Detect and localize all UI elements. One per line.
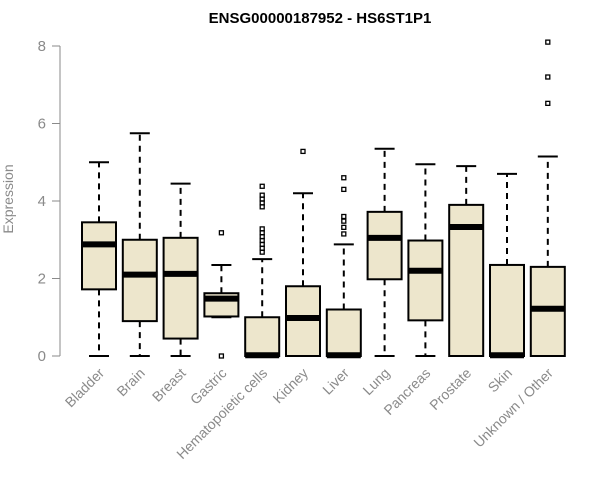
box-group: [285, 148, 321, 357]
box-group: [366, 147, 403, 357]
box-group: [325, 175, 362, 359]
outlier-point: [341, 231, 347, 237]
chart-title: ENSG00000187952 - HS6ST1P1: [209, 10, 432, 27]
box: [121, 238, 158, 323]
outlier-point: [218, 230, 225, 236]
x-tick-label: Kidney: [270, 365, 312, 407]
box: [366, 210, 403, 281]
boxes-group: [81, 39, 566, 359]
box-group: [203, 230, 240, 359]
outlier-point: [341, 224, 347, 231]
y-tick-label: 2: [38, 271, 46, 288]
y-axis: 0 2 4 6 8: [38, 38, 61, 365]
outlier-point: [545, 39, 551, 45]
box: [407, 239, 444, 322]
y-tick-label: 8: [38, 38, 46, 55]
outlier-point: [341, 213, 347, 220]
box: [489, 263, 525, 357]
y-axis-label: Expression: [0, 164, 16, 233]
box-group: [489, 172, 525, 359]
y-tick-label: 0: [38, 348, 46, 365]
x-tick-label: Lung: [359, 365, 392, 398]
x-tick-label: Liver: [319, 365, 352, 398]
box-group: [407, 163, 444, 357]
outlier-point: [341, 218, 347, 224]
outlier-point: [545, 74, 551, 80]
box-group: [81, 161, 117, 357]
outlier-point: [341, 175, 347, 181]
y-tick-label: 4: [38, 193, 46, 210]
x-tick-label: Skin: [485, 365, 516, 396]
outlier-point: [259, 183, 265, 189]
box: [162, 236, 199, 340]
outlier-point: [341, 186, 347, 193]
outlier-point: [545, 100, 551, 106]
box: [81, 221, 117, 291]
outlier-point: [218, 353, 225, 359]
box-group: [448, 165, 485, 357]
x-tick-label: Prostate: [426, 365, 474, 413]
box: [285, 285, 321, 357]
box-group: [529, 39, 566, 357]
box: [244, 316, 281, 357]
x-tick-label: Brain: [113, 365, 147, 399]
outlier-point: [300, 148, 306, 155]
x-tick-label: Breast: [149, 365, 189, 405]
y-tick-label: 6: [38, 116, 46, 133]
box: [325, 308, 362, 357]
box-group: [121, 132, 158, 357]
box-group: [162, 182, 199, 357]
x-tick-label: Bladder: [62, 365, 108, 411]
box-group: [244, 183, 281, 359]
box: [448, 203, 485, 357]
outlier-point: [259, 192, 265, 198]
outlier-point: [259, 226, 265, 232]
